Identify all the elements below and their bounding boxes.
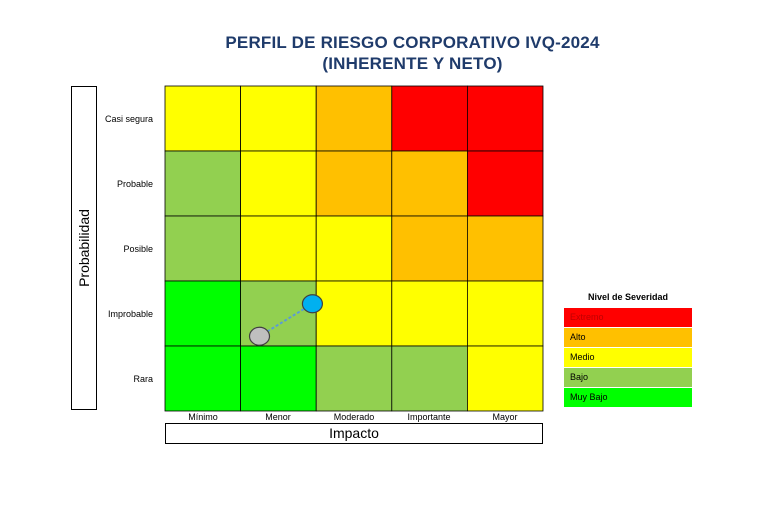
- legend-item-alto: Alto: [564, 328, 692, 347]
- x-tick-label: Moderado: [333, 412, 375, 422]
- inherent-risk-point: [301, 294, 324, 314]
- risk-connector-line: [258, 302, 313, 338]
- chart-title-line2: (INHERENTE Y NETO): [322, 54, 503, 73]
- matrix-cell: [164, 85, 241, 152]
- matrix-cell: [466, 280, 544, 347]
- x-tick-label: Importante: [407, 412, 451, 422]
- matrix-cell: [315, 345, 393, 412]
- matrix-cell: [466, 345, 544, 412]
- legend-item-bajo: Bajo: [564, 368, 692, 387]
- matrix-cell: [315, 150, 393, 217]
- matrix-cell: [391, 150, 468, 217]
- matrix-cell: [315, 215, 393, 282]
- legend-item-muy-bajo: Muy Bajo: [564, 388, 692, 407]
- y-tick-label: Rara: [133, 374, 153, 384]
- legend-item-medio: Medio: [564, 348, 692, 367]
- matrix-cell: [391, 85, 468, 152]
- legend-item-extremo: Extremo: [564, 308, 692, 327]
- matrix-cell: [164, 150, 241, 217]
- matrix-cell: [466, 85, 544, 152]
- net-risk-point: [248, 326, 271, 346]
- matrix-cell: [391, 345, 468, 412]
- matrix-cell: [391, 280, 468, 347]
- x-axis-label: Impacto: [165, 423, 543, 444]
- y-axis-label-box: Probabilidad: [71, 86, 97, 410]
- matrix-cell: [466, 150, 544, 217]
- chart-title-line1: PERFIL DE RIESGO CORPORATIVO IVQ-2024: [225, 33, 600, 52]
- matrix-cell: [315, 280, 393, 347]
- x-tick-label: Mayor: [492, 412, 518, 422]
- matrix-cell: [164, 280, 241, 347]
- matrix-cell: [240, 150, 317, 217]
- matrix-cell: [315, 85, 393, 152]
- y-tick-label: Posible: [123, 244, 153, 254]
- matrix-cell: [466, 215, 544, 282]
- matrix-cell: [240, 85, 317, 152]
- matrix-cell: [164, 345, 241, 412]
- legend-title: Nivel de Severidad: [587, 292, 669, 302]
- matrix-cell: [240, 215, 317, 282]
- x-tick-label: Menor: [265, 412, 291, 422]
- matrix-cell: [164, 215, 241, 282]
- y-tick-label: Probable: [116, 179, 153, 189]
- matrix-cell: [240, 345, 317, 412]
- y-tick-label: Improbable: [107, 309, 153, 319]
- matrix-cell: [391, 215, 468, 282]
- y-tick-label: Casi segura: [104, 114, 153, 124]
- x-tick-label: Mínimo: [188, 412, 218, 422]
